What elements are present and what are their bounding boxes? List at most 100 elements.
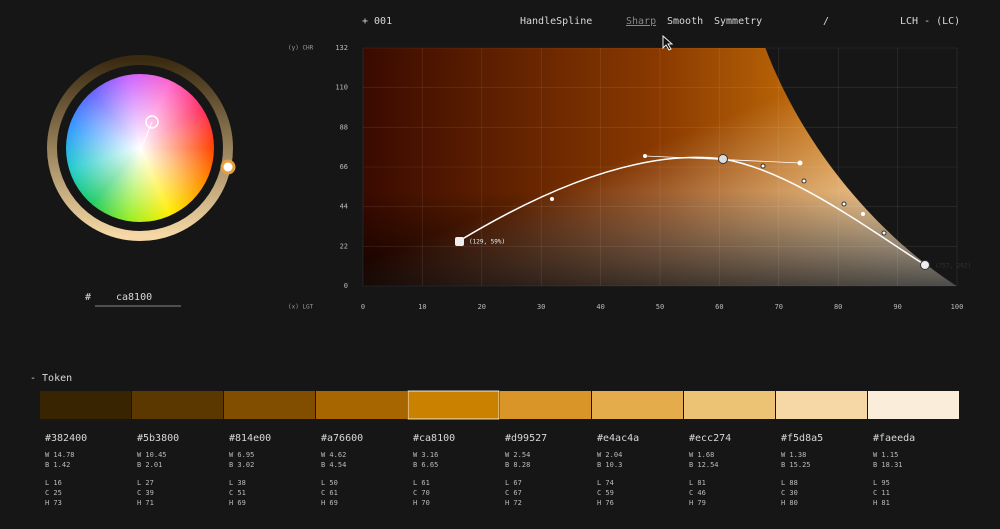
swatch-metric: L 95 — [873, 479, 890, 487]
hex-input[interactable]: ca8100 — [116, 292, 152, 303]
swatch-metric: C 59 — [597, 489, 614, 497]
spline-point — [881, 230, 887, 236]
swatch-metric: H 80 — [781, 499, 798, 507]
mode[interactable]: HandleSpline — [520, 16, 592, 27]
y-tick-label: 44 — [340, 203, 348, 211]
swatch-metric: B 10.3 — [597, 461, 622, 469]
spline-point — [550, 197, 554, 201]
swatch[interactable] — [868, 391, 959, 419]
swatch[interactable] — [684, 391, 775, 419]
swatch-metric: B 12.54 — [689, 461, 719, 469]
swatch-hex: #382400 — [45, 433, 87, 444]
swatch-hex: #ecc274 — [689, 433, 731, 444]
swatch-metric: C 25 — [45, 489, 62, 497]
graph[interactable]: (y) CHR (x) LGT (129, 59%) (757, 202) — [288, 34, 971, 311]
swatch-metric: C 70 — [413, 489, 430, 497]
swatch-metric: W 3.16 — [413, 451, 438, 459]
swatch[interactable] — [224, 391, 315, 419]
swatch-metric: L 61 — [413, 479, 430, 487]
swatch[interactable] — [776, 391, 867, 419]
swatch[interactable] — [132, 391, 223, 419]
lightness-ring[interactable] — [47, 55, 233, 241]
swatch-metric: C 11 — [873, 489, 890, 497]
anchor[interactable] — [920, 260, 930, 270]
toolbar: + 001 HandleSpline Sharp Smooth Symmetry… — [362, 16, 960, 27]
option[interactable]: Symmetry — [714, 16, 762, 27]
swatch-metric: L 81 — [689, 479, 706, 487]
x-tick-label: 70 — [775, 303, 783, 311]
y-tick-label: 22 — [340, 242, 348, 250]
control-handle[interactable] — [797, 160, 803, 166]
swatch-metric: L 74 — [597, 479, 614, 487]
swatch-metric: H 69 — [321, 499, 338, 507]
swatch-metric: L 38 — [229, 479, 246, 487]
swatch[interactable] — [500, 391, 591, 419]
separator: / — [823, 16, 829, 27]
swatch-metric: H 81 — [873, 499, 890, 507]
y-tick-label: 66 — [340, 163, 348, 171]
swatch-metric: C 30 — [781, 489, 798, 497]
x-tick-label: 10 — [418, 303, 426, 311]
swatch-metric: C 67 — [505, 489, 522, 497]
y-tick-label: 88 — [340, 123, 348, 131]
control-handle[interactable] — [643, 154, 647, 158]
swatch-metric: W 1.38 — [781, 451, 806, 459]
color-space[interactable]: LCH - (LC) — [900, 16, 960, 27]
swatch-metric: B 8.28 — [505, 461, 530, 469]
x-tick-label: 100 — [951, 303, 964, 311]
swatch-metric: C 61 — [321, 489, 338, 497]
swatch-hex: #e4ac4a — [597, 433, 639, 444]
wheel-handle[interactable] — [145, 115, 159, 129]
anchor[interactable] — [455, 237, 464, 246]
spline-point — [760, 163, 766, 169]
swatch-metric: H 73 — [45, 499, 62, 507]
y-tick-label: 110 — [335, 84, 348, 92]
swatch-metric: W 1.15 — [873, 451, 898, 459]
swatch-hex: #5b3800 — [137, 433, 179, 444]
x-tick-label: 30 — [537, 303, 545, 311]
color-wheel[interactable] — [47, 55, 236, 241]
ring-handle[interactable] — [220, 159, 236, 175]
hash: # — [85, 292, 91, 303]
swatch-hex: #f5d8a5 — [781, 433, 823, 444]
wheel[interactable] — [66, 74, 214, 222]
swatch-metric: H 72 — [505, 499, 522, 507]
swatch-metric: C 51 — [229, 489, 246, 497]
option[interactable]: Sharp — [626, 16, 656, 27]
anchor[interactable] — [718, 154, 728, 164]
swatch-metric: L 88 — [781, 479, 798, 487]
swatch-metric: H 71 — [137, 499, 154, 507]
swatch[interactable] — [40, 391, 131, 419]
y-tick-label: 132 — [335, 44, 348, 52]
swatch-metric: L 27 — [137, 479, 154, 487]
swatch-metric: B 2.01 — [137, 461, 162, 469]
swatch-metric: H 79 — [689, 499, 706, 507]
x-tick-label: 60 — [715, 303, 723, 311]
swatch-metric: H 69 — [229, 499, 246, 507]
spline-point — [841, 201, 847, 207]
swatch[interactable] — [592, 391, 683, 419]
swatch-metric: W 6.95 — [229, 451, 254, 459]
swatch[interactable] — [407, 390, 500, 420]
out-of-gamut — [765, 47, 958, 287]
swatch-hex: #faeeda — [873, 433, 915, 444]
swatch-hex: #a76600 — [321, 433, 363, 444]
swatch-metric: B 6.65 — [413, 461, 438, 469]
x-tick-label: 50 — [656, 303, 664, 311]
point-label: (757, 202) — [935, 263, 971, 270]
swatch-metric: B 3.02 — [229, 461, 254, 469]
swatch-metric: B 18.31 — [873, 461, 903, 469]
swatch-metric: B 15.25 — [781, 461, 811, 469]
cursor — [662, 34, 674, 51]
y-tick-label: 0 — [344, 282, 348, 290]
x-tick-label: 80 — [834, 303, 842, 311]
swatch-metric: C 46 — [689, 489, 706, 497]
option[interactable]: Smooth — [667, 16, 703, 27]
swatch-metric: H 76 — [597, 499, 614, 507]
x-tick-label: 0 — [361, 303, 365, 311]
swatch-metric: H 70 — [413, 499, 430, 507]
swatch[interactable] — [316, 391, 407, 419]
x-tick-label: 90 — [893, 303, 901, 311]
swatch-metric: L 16 — [45, 479, 62, 487]
y-axis-label: (y) CHR — [288, 45, 314, 52]
